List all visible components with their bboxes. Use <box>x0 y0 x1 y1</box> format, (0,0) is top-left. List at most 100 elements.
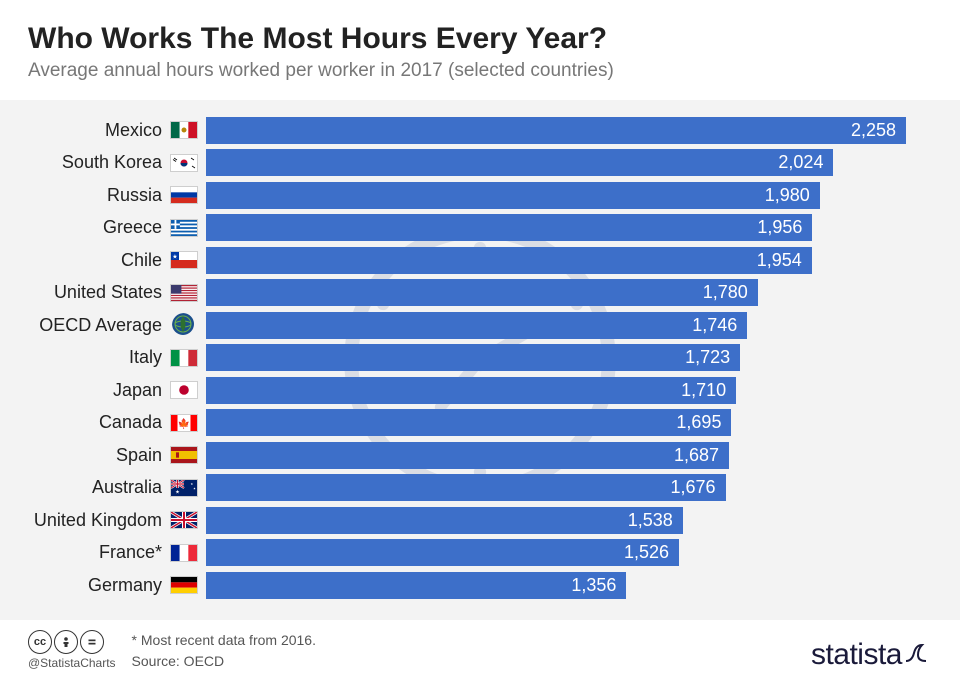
bar-value: 1,538 <box>628 510 673 531</box>
bar-value: 1,687 <box>674 445 719 466</box>
bar-value: 1,526 <box>624 542 669 563</box>
bar-track: 1,954 <box>206 247 932 274</box>
bar-track: 1,746 <box>206 312 932 339</box>
bar-value: 1,723 <box>685 347 730 368</box>
bar: 1,695 <box>206 409 731 436</box>
svg-text:🍁: 🍁 <box>178 417 190 430</box>
statista-logo: statista <box>811 638 932 672</box>
bar: 1,710 <box>206 377 736 404</box>
chart-subtitle: Average annual hours worked per worker i… <box>28 60 932 82</box>
cc-nd-icon <box>80 630 104 654</box>
bar-track: 1,687 <box>206 442 932 469</box>
svg-text:★: ★ <box>193 486 196 490</box>
country-label: Japan <box>0 380 170 401</box>
footer: cc @StatistaCharts * Most recent data fr… <box>28 630 932 672</box>
svg-text:★: ★ <box>172 254 177 261</box>
bar: 1,780 <box>206 279 758 306</box>
cc-icon: cc <box>28 630 52 654</box>
chart-row: Greece 1,956 <box>0 212 932 245</box>
chart-row: Italy 1,723 <box>0 342 932 375</box>
bar-track: 1,676 <box>206 474 932 501</box>
flag-icon <box>170 576 198 594</box>
cc-license-icons: cc <box>28 630 116 654</box>
bar-track: 1,956 <box>206 214 932 241</box>
bar-value: 1,746 <box>692 315 737 336</box>
bar-track: 1,710 <box>206 377 932 404</box>
bar-value: 2,258 <box>851 120 896 141</box>
country-label: South Korea <box>0 152 170 173</box>
bar: 1,980 <box>206 182 820 209</box>
bar-value: 1,780 <box>703 282 748 303</box>
bar-value: 1,956 <box>757 217 802 238</box>
chart-row: United States 1,780 <box>0 277 932 310</box>
chart-row: France* 1,526 <box>0 537 932 570</box>
svg-text:★: ★ <box>175 489 180 495</box>
chart-area: Mexico 2,258 South Korea 2,024 Russia 1,… <box>0 100 960 620</box>
footnote-source: Source: OECD <box>132 651 316 672</box>
bar-track: 1,526 <box>206 539 932 566</box>
flag-icon <box>170 349 198 367</box>
bar-track: 1,356 <box>206 572 932 599</box>
country-label: Italy <box>0 347 170 368</box>
chart-row: Spain 1,687 <box>0 439 932 472</box>
country-label: Russia <box>0 185 170 206</box>
flag-icon <box>170 284 198 302</box>
country-label: Australia <box>0 477 170 498</box>
flag-icon <box>170 381 198 399</box>
country-label: Germany <box>0 575 170 596</box>
chart-row: Canada 🍁 1,695 <box>0 407 932 440</box>
chart-row: United Kingdom 1,538 <box>0 504 932 537</box>
chart-title: Who Works The Most Hours Every Year? <box>28 22 932 56</box>
footnote-asterisk: * Most recent data from 2016. <box>132 630 316 651</box>
flag-icon <box>170 186 198 204</box>
bar: 1,746 <box>206 312 747 339</box>
bar-value: 1,710 <box>681 380 726 401</box>
bar-value: 1,695 <box>676 412 721 433</box>
bar: 1,676 <box>206 474 726 501</box>
bar-value: 1,980 <box>765 185 810 206</box>
bar-track: 1,538 <box>206 507 932 534</box>
country-label: Greece <box>0 217 170 238</box>
country-label: Spain <box>0 445 170 466</box>
bar-value: 1,356 <box>571 575 616 596</box>
bar-track: 1,780 <box>206 279 932 306</box>
chart-row: Germany 1,356 <box>0 569 932 602</box>
bar-track: 2,258 <box>206 117 932 144</box>
flag-icon <box>170 446 198 464</box>
bar: 1,956 <box>206 214 812 241</box>
country-label: Chile <box>0 250 170 271</box>
flag-icon <box>170 544 198 562</box>
bar-value: 1,954 <box>757 250 802 271</box>
flag-icon <box>170 154 198 172</box>
bar: 2,258 <box>206 117 906 144</box>
chart-row: Australia ★★★ 1,676 <box>0 472 932 505</box>
footnote: * Most recent data from 2016. Source: OE… <box>132 630 316 672</box>
bar: 1,538 <box>206 507 683 534</box>
country-label: Mexico <box>0 120 170 141</box>
flag-icon <box>170 511 198 529</box>
flag-icon <box>170 121 198 139</box>
flag-icon: ★★★ <box>170 479 198 497</box>
bar: 1,526 <box>206 539 679 566</box>
bar: 1,687 <box>206 442 729 469</box>
chart-row: Mexico 2,258 <box>0 114 932 147</box>
bar-value: 2,024 <box>778 152 823 173</box>
country-label: United States <box>0 282 170 303</box>
bar-track: 1,723 <box>206 344 932 371</box>
bar-track: 1,980 <box>206 182 932 209</box>
bar: 1,356 <box>206 572 626 599</box>
bar: 1,723 <box>206 344 740 371</box>
chart-row: Japan 1,710 <box>0 374 932 407</box>
country-label: Canada <box>0 412 170 433</box>
flag-icon: ★ <box>170 251 198 269</box>
svg-text:★: ★ <box>191 482 194 486</box>
bar-track: 1,695 <box>206 409 932 436</box>
bar: 1,954 <box>206 247 812 274</box>
flag-icon <box>170 219 198 237</box>
country-label: OECD Average <box>0 315 170 336</box>
flag-icon: 🍁 <box>170 414 198 432</box>
country-label: France* <box>0 542 170 563</box>
chart-row: Russia 1,980 <box>0 179 932 212</box>
chart-row: OECD Average 1,746 <box>0 309 932 342</box>
bar-value: 1,676 <box>671 477 716 498</box>
